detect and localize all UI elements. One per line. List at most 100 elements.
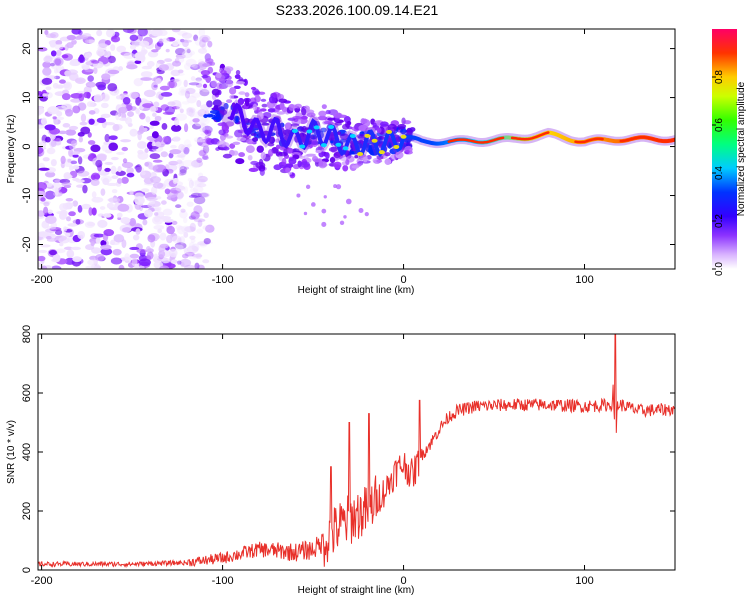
spectrogram-ridge-blob bbox=[212, 99, 222, 107]
spectrogram-ridge-blob bbox=[405, 149, 410, 155]
spectrogram-noise-blob bbox=[122, 29, 135, 33]
spectrogram-noise-blob bbox=[187, 178, 193, 182]
spectrogram-noise-blob bbox=[203, 238, 211, 245]
spectrogram-noise-blob bbox=[70, 160, 78, 165]
spectrogram-noise-blob bbox=[129, 246, 140, 251]
spectrogram-ridge-blob bbox=[301, 125, 308, 133]
spectrogram-noise-blob bbox=[88, 118, 95, 125]
spectrogram-noise-blob bbox=[183, 62, 192, 71]
spectrogram-noise-blob bbox=[55, 248, 66, 254]
spectrogram-noise-blob bbox=[49, 249, 57, 256]
spectrogram-noise-blob bbox=[200, 117, 210, 125]
spectrogram-noise-blob bbox=[191, 123, 202, 130]
spectrogram-noise-blob bbox=[172, 136, 181, 142]
spectrogram-noise-blob bbox=[159, 85, 170, 91]
spectrogram-noise-blob bbox=[137, 131, 142, 141]
spectrogram-noise-blob bbox=[70, 246, 82, 251]
snr-series-line bbox=[38, 334, 675, 569]
spectrogram-noise-blob bbox=[84, 39, 90, 44]
spectrogram-noise-blob bbox=[116, 151, 125, 155]
spectrogram-x-tick-label: -100 bbox=[212, 274, 234, 286]
spectrogram-ridge-blob bbox=[229, 87, 237, 95]
spectrogram-noise-blob bbox=[93, 233, 105, 238]
spectrogram-ridge-blob bbox=[216, 140, 227, 148]
spectrogram-noise-blob bbox=[159, 232, 167, 241]
spectrogram-noise-blob bbox=[129, 218, 137, 227]
spectrogram-noise-blob bbox=[173, 244, 184, 251]
spectrogram-noise-blob bbox=[193, 195, 206, 205]
spectrogram-noise-blob bbox=[91, 196, 104, 203]
spectrogram-noise-blob bbox=[179, 108, 184, 114]
spectrogram-noise-blob bbox=[43, 206, 49, 215]
spectrogram-noise-blob bbox=[106, 202, 114, 209]
spectrogram-noise-blob bbox=[75, 179, 85, 183]
spectrogram-ridge-blob bbox=[238, 152, 245, 158]
spectrogram-noise-blob bbox=[183, 231, 189, 238]
spectrogram-noise-blob bbox=[127, 111, 135, 117]
spectrogram-ridge-blob bbox=[209, 109, 220, 115]
spectrogram-noise-blob bbox=[180, 262, 185, 268]
spectrogram-noise-blob bbox=[145, 245, 151, 253]
spectrogram-ridge-bead bbox=[349, 134, 356, 139]
spectrogram-noise-blob bbox=[197, 241, 209, 246]
spectrogram-noise-blob bbox=[202, 225, 211, 231]
spectrogram-noise-blob bbox=[153, 101, 160, 108]
snr-y-label: SNR (10 * v/v) bbox=[6, 420, 17, 484]
snr-y-tick-label: 0 bbox=[21, 567, 33, 573]
spectrogram-noise-blob bbox=[176, 103, 182, 111]
spectrogram-noise-blob bbox=[196, 157, 203, 163]
spectrogram-noise-blob bbox=[102, 213, 112, 218]
spectrogram-noise-blob bbox=[140, 77, 153, 81]
colorbar-tick-label: 0.8 bbox=[714, 70, 725, 84]
spectrogram-noise-blob bbox=[112, 248, 122, 256]
spectrogram-noise-blob bbox=[178, 90, 188, 96]
spectrogram-ridge-blob bbox=[323, 120, 334, 125]
spectrogram-noise-blob bbox=[193, 218, 206, 223]
spectrogram-ridge-blob bbox=[211, 116, 219, 120]
spectrogram-noise-blob bbox=[88, 207, 93, 216]
spectrogram-ridge-blob bbox=[250, 160, 259, 166]
snr-y-tick-label: 400 bbox=[21, 443, 33, 461]
spectrogram-noise-blob bbox=[179, 168, 187, 176]
spectrogram-noise-blob bbox=[185, 87, 196, 95]
spectrogram-noise-blob bbox=[179, 210, 188, 219]
spectrogram-noise-blob bbox=[126, 172, 135, 178]
spectrogram-noise-blob bbox=[198, 29, 206, 37]
spectrogram-ridge-blob bbox=[218, 129, 226, 136]
spectrogram-noise-blob bbox=[113, 234, 125, 243]
spectrogram-noise-blob bbox=[152, 182, 164, 189]
spectrogram-noise-blob bbox=[135, 228, 141, 235]
spectrogram-noise-blob bbox=[90, 144, 101, 153]
spectrogram-ridge-blob bbox=[209, 61, 216, 66]
spectrogram-noise-blob bbox=[179, 258, 192, 267]
spectrogram-y-tick-label: 0 bbox=[21, 143, 33, 149]
spectrogram-noise-blob bbox=[90, 174, 96, 181]
spectrogram-noise-blob bbox=[196, 228, 204, 234]
snr-panel: -200 -100 0 100 0 200 400 600 800 Height of str… bbox=[6, 325, 676, 596]
spectrogram-noise-blob bbox=[153, 224, 165, 230]
spectrogram-noise-blob bbox=[42, 61, 51, 69]
spectrogram-noise-blob bbox=[150, 176, 162, 184]
spectrogram-ridge-blob bbox=[256, 112, 264, 120]
spectrogram-ridge-peak bbox=[510, 131, 550, 141]
spectrogram-noise-blob bbox=[41, 265, 47, 269]
colorbar-tick-label: 0.2 bbox=[714, 214, 725, 228]
spectrogram-noise-blob bbox=[167, 80, 178, 89]
spectrogram-ridge-blob bbox=[235, 158, 245, 165]
spectrogram-noise-blob bbox=[190, 159, 200, 169]
spectrogram-noise-blob bbox=[140, 71, 153, 78]
snr-y-ticks: 0 200 400 600 800 bbox=[21, 325, 675, 573]
spectrogram-noise-blob bbox=[44, 190, 56, 200]
spectrogram-y-label: Frequency (Hz) bbox=[6, 115, 17, 184]
spectrogram-ridge-blob bbox=[252, 137, 259, 142]
spectrogram-noise-blob bbox=[38, 124, 45, 129]
spectrogram-noise-blob bbox=[194, 179, 202, 187]
spectrogram-noise-blob bbox=[116, 212, 123, 218]
spectrogram-noise-blob bbox=[188, 50, 196, 56]
spectrogram-noise-blob bbox=[77, 30, 83, 36]
spectrogram-noise-blob bbox=[171, 106, 180, 110]
spectrogram-noise-blob bbox=[54, 187, 59, 196]
spectrogram-noise-blob bbox=[190, 192, 202, 198]
spectrogram-noise-blob bbox=[176, 159, 183, 165]
spectrogram-noise-blob bbox=[160, 151, 168, 158]
